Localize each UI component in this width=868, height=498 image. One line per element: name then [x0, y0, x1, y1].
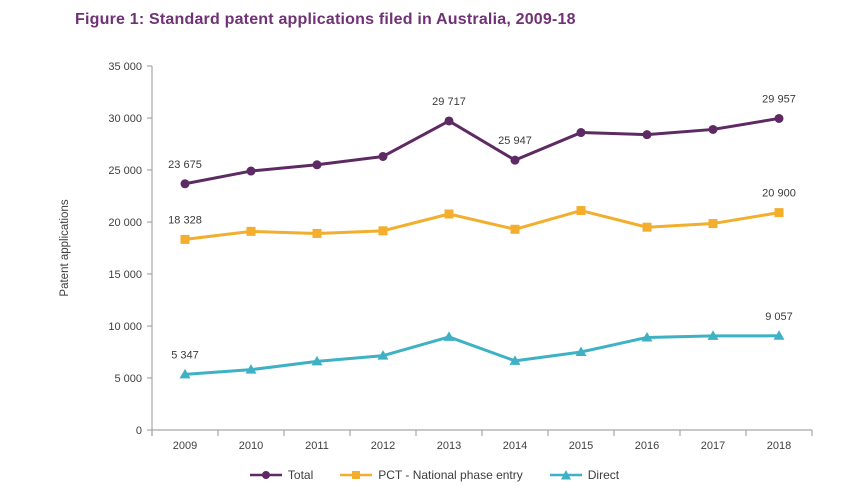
direct-marker — [377, 350, 389, 360]
total-marker — [708, 124, 718, 134]
x-tick-label: 2012 — [371, 440, 395, 452]
x-tick-label: 2010 — [239, 440, 263, 452]
pct-national-phase-entry-marker — [444, 209, 454, 219]
pct-national-phase-entry-marker — [774, 208, 784, 218]
pct-national-phase-entry-marker — [510, 224, 520, 234]
x-tick-label: 2013 — [437, 440, 461, 452]
legend-label-total: Total — [287, 468, 314, 482]
pct-national-phase-entry-marker — [642, 222, 652, 232]
pct-national-phase-entry-marker — [246, 226, 256, 236]
y-tick-label: 30 000 — [108, 113, 142, 125]
total-marker — [312, 160, 322, 170]
total-marker — [444, 116, 454, 126]
x-tick-label: 2009 — [173, 440, 197, 452]
pct-line-square-icon — [340, 471, 373, 479]
direct-marker — [509, 355, 521, 365]
legend-item-direct: Direct — [549, 468, 619, 482]
total-data-label: 25 947 — [498, 135, 532, 147]
total-marker — [576, 128, 586, 138]
y-tick-label: 15 000 — [108, 269, 142, 281]
pct-national-phase-entry-marker — [312, 228, 322, 238]
total-marker — [774, 113, 784, 123]
y-axis-title: Patent applications — [59, 199, 71, 296]
pct-national-phase-entry-marker — [708, 219, 718, 229]
series-pct-national-phase-entry: 18 328 20 900 — [168, 188, 796, 244]
total-marker — [378, 151, 388, 161]
series-total: 23 675 29 717 25 947 29 957 — [168, 93, 796, 189]
y-tick-label: 35 000 — [108, 61, 142, 73]
pct-national-phase-entry-line — [183, 209, 781, 241]
total-marker — [642, 130, 652, 140]
direct-marker — [641, 331, 653, 342]
total-data-label: 29 957 — [762, 93, 796, 105]
x-tick-label: 2018 — [767, 440, 791, 452]
patent-applications-line-chart: 0 5 000 10 000 15 000 20 000 25 000 30 000 35 0… — [59, 61, 813, 452]
legend-item-total: Total — [249, 468, 313, 482]
x-tick-label: 2017 — [701, 440, 725, 452]
x-tick-label: 2016 — [635, 440, 659, 452]
chart-legend: Total PCT - National phase entry Direct — [0, 468, 868, 482]
legend-label-direct: Direct — [587, 468, 620, 482]
pct-national-phase-entry-marker — [180, 234, 190, 244]
direct-data-label: 5 347 — [171, 349, 199, 361]
total-marker — [510, 155, 520, 165]
x-tick-label: 2014 — [503, 440, 527, 452]
direct-marker — [443, 331, 455, 341]
y-tick-label: 10 000 — [108, 321, 142, 333]
direct-data-label: 9 057 — [765, 311, 793, 323]
y-tick-label: 0 — [136, 425, 142, 437]
legend-item-pct: PCT - National phase entry — [339, 468, 523, 482]
direct-marker — [245, 364, 257, 374]
x-tick-label: 2011 — [305, 440, 329, 452]
total-marker — [246, 166, 256, 176]
total-data-label: 29 717 — [432, 96, 466, 108]
y-tick-label: 5 000 — [114, 373, 142, 385]
figure-title: Figure 1: Standard patent applications f… — [75, 11, 576, 28]
direct-marker — [707, 330, 719, 340]
direct-marker — [773, 330, 785, 340]
direct-marker — [575, 346, 587, 356]
direct-line-triangle-icon — [549, 470, 582, 480]
total-line — [183, 116, 781, 186]
y-tick-label: 25 000 — [108, 165, 142, 177]
pct-national-phase-entry-data-label: 20 900 — [762, 188, 796, 200]
direct-marker — [179, 368, 191, 379]
legend-label-pct: PCT - National phase entry — [378, 468, 523, 482]
pct-national-phase-entry-marker — [576, 206, 586, 216]
direct-marker — [311, 355, 323, 366]
total-line-circle-icon — [249, 471, 282, 479]
y-tick-label: 20 000 — [108, 217, 142, 229]
x-tick-label: 2015 — [569, 440, 593, 452]
axes: 0 5 000 10 000 15 000 20 000 25 000 30 000 35 0… — [108, 61, 813, 452]
total-marker — [180, 179, 190, 189]
direct-line — [183, 334, 781, 376]
pct-national-phase-entry-marker — [378, 226, 388, 236]
series-direct: 5 347 9 057 — [171, 311, 793, 379]
total-data-label: 23 675 — [168, 159, 202, 171]
pct-national-phase-entry-data-label: 18 328 — [168, 214, 202, 226]
